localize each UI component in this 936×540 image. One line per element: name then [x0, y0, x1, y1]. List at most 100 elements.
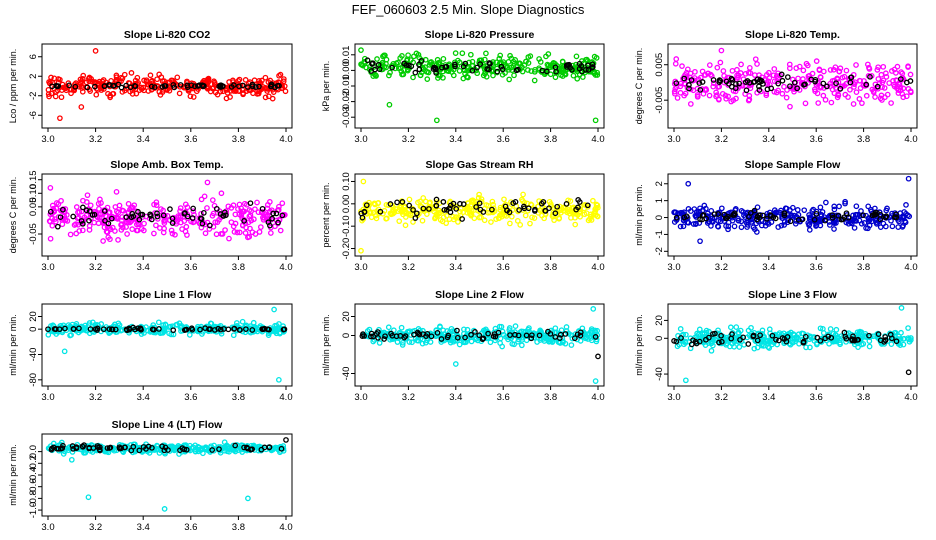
data-point	[86, 74, 93, 81]
data-point	[807, 334, 814, 341]
data-point	[759, 327, 766, 334]
data-point	[581, 205, 588, 212]
data-point	[129, 226, 136, 232]
data-point	[440, 74, 446, 81]
x-tick-label: 3.0	[354, 134, 367, 145]
data-point-black	[393, 333, 400, 340]
data-point	[852, 217, 858, 224]
data-point	[155, 319, 162, 326]
data-point	[96, 205, 102, 212]
data-point	[228, 219, 235, 226]
data-point	[893, 85, 900, 91]
data-point-black	[109, 326, 116, 333]
data-point	[906, 336, 912, 343]
data-point	[523, 58, 529, 65]
panel-3: Slope Li-820 Temp. 3.0 3.2 3.4 3.6 3.8 4.0 -0.0…	[634, 29, 918, 145]
data-point	[766, 326, 773, 333]
data-point-black	[228, 84, 235, 90]
data-point-black	[529, 332, 535, 339]
data-point-black	[266, 444, 273, 451]
panel-title: Slope Sample Flow	[745, 159, 842, 171]
data-point-black	[492, 333, 499, 340]
data-point	[135, 80, 142, 86]
data-point-black	[447, 202, 454, 209]
data-point-black	[62, 325, 68, 332]
data-point	[377, 336, 384, 342]
data-point	[59, 221, 66, 228]
panel-title: Slope Li-820 Temp.	[745, 29, 840, 41]
data-point-black	[877, 216, 884, 223]
outlier-point	[204, 179, 211, 186]
x-tick-label: 3.2	[89, 262, 102, 273]
data-point	[87, 202, 94, 209]
data-point	[779, 90, 786, 97]
y-tick-label: -0.05	[28, 223, 39, 245]
data-point	[738, 218, 745, 225]
data-point	[766, 75, 773, 81]
outlier-point	[271, 306, 277, 313]
data-point	[206, 226, 213, 232]
outlier-point	[358, 247, 364, 254]
data-point	[171, 444, 178, 451]
outlier-point	[905, 369, 912, 376]
data-point-black	[236, 83, 242, 90]
data-point	[151, 230, 157, 237]
data-point	[487, 339, 494, 346]
data-point	[845, 217, 851, 224]
plot-frame	[667, 303, 918, 387]
data-point-black	[402, 333, 409, 340]
data-point-black	[104, 445, 111, 451]
data-point	[98, 87, 105, 93]
data-point	[383, 60, 389, 67]
data-point	[817, 84, 824, 91]
data-point-black	[686, 82, 692, 88]
data-point	[198, 196, 205, 203]
data-point	[900, 85, 907, 92]
data-point-black	[167, 206, 173, 213]
data-point-black	[486, 60, 493, 66]
data-point	[80, 72, 87, 79]
data-point-black	[562, 331, 569, 337]
data-point-black	[576, 65, 583, 72]
outlier-point	[433, 117, 440, 124]
data-point-black	[575, 197, 582, 203]
data-point	[226, 235, 232, 242]
x-tick-label: 4.0	[591, 262, 604, 273]
data-point	[694, 92, 701, 98]
x-tick-label: 3.8	[544, 262, 557, 273]
x-tick-label: 3.6	[497, 134, 510, 145]
data-point-black	[382, 333, 388, 340]
data-point	[262, 94, 269, 101]
y-tick-label: -0.02	[341, 91, 352, 113]
outlier-point	[245, 495, 251, 502]
data-point-black	[370, 60, 376, 67]
data-point-black	[775, 80, 782, 87]
data-point	[67, 231, 74, 238]
data-point-black	[678, 335, 684, 341]
data-point	[570, 72, 577, 79]
data-point	[905, 64, 911, 70]
data-point-black	[49, 445, 55, 452]
data-point	[372, 201, 378, 208]
data-point	[889, 223, 896, 230]
y-tick-label: 0.0	[28, 445, 39, 458]
data-point	[884, 205, 890, 212]
data-point-black	[525, 205, 532, 212]
data-point	[152, 445, 159, 451]
data-point-black	[78, 218, 85, 224]
data-point	[725, 219, 732, 226]
data-point-black	[441, 206, 448, 213]
data-point-black	[841, 214, 848, 221]
data-point	[816, 66, 823, 73]
data-point	[368, 214, 375, 221]
data-point-black	[247, 200, 254, 207]
data-point	[814, 90, 821, 97]
data-point	[701, 202, 708, 209]
data-point	[374, 56, 380, 62]
data-point	[143, 78, 150, 85]
data-point	[754, 204, 761, 211]
data-point-black	[241, 218, 247, 224]
data-point	[594, 72, 601, 78]
data-point	[720, 68, 727, 74]
data-point	[415, 199, 421, 206]
